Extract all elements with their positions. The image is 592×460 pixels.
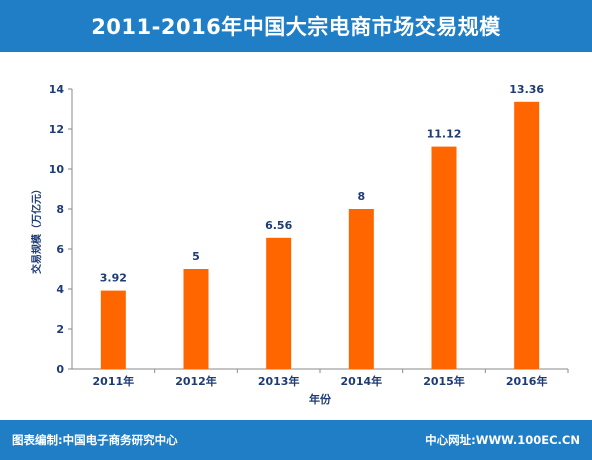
data-label: 3.92 bbox=[100, 272, 127, 285]
y-tick-label: 6 bbox=[56, 243, 64, 256]
y-tick-label: 2 bbox=[56, 323, 64, 336]
data-label: 5 bbox=[192, 250, 200, 263]
bar bbox=[183, 269, 209, 369]
bar-chart: 0 2 4 6 8 10 12 14 交易规模（万亿元） 年份 3.92 2011年 5 2012年 6.… bbox=[30, 83, 569, 406]
footer-credit: 图表编制:中国电子商务研究中心 bbox=[12, 433, 178, 447]
y-tick-label: 10 bbox=[49, 163, 65, 176]
y-tick-label: 12 bbox=[49, 123, 64, 136]
x-tick-label: 2011年 bbox=[93, 374, 135, 388]
data-label: 13.36 bbox=[509, 83, 544, 96]
x-tick-label: 2013年 bbox=[258, 374, 300, 388]
x-tick-label: 2016年 bbox=[506, 374, 548, 388]
y-tick-label: 8 bbox=[56, 203, 64, 216]
bar bbox=[431, 146, 457, 369]
chart-title: 2011-2016年中国大宗电商市场交易规模 bbox=[91, 15, 501, 39]
data-label: 6.56 bbox=[265, 219, 292, 232]
bar bbox=[266, 237, 292, 369]
bar bbox=[348, 209, 374, 369]
data-label: 11.12 bbox=[427, 128, 462, 141]
x-axis-title: 年份 bbox=[309, 392, 332, 406]
x-tick-label: 2015年 bbox=[423, 374, 465, 388]
x-tick-label: 2014年 bbox=[341, 374, 383, 388]
footer-website: 中心网址:WWW.100EC.CN bbox=[425, 433, 580, 447]
bar bbox=[100, 290, 126, 369]
y-tick-label: 0 bbox=[56, 363, 64, 376]
y-tick-label: 4 bbox=[56, 283, 64, 296]
data-label: 8 bbox=[358, 190, 366, 203]
x-tick-label: 2012年 bbox=[175, 374, 217, 388]
chart-title-bar: 2011-2016年中国大宗电商市场交易规模 bbox=[0, 0, 592, 52]
footer-bar: 图表编制:中国电子商务研究中心 中心网址:WWW.100EC.CN bbox=[0, 420, 592, 460]
y-tick-label: 14 bbox=[49, 83, 65, 96]
bar bbox=[514, 101, 540, 370]
y-axis-title: 交易规模（万亿元） bbox=[30, 184, 43, 274]
chart-area: 0 2 4 6 8 10 12 14 交易规模（万亿元） 年份 3.92 2011年 5 2012年 6.… bbox=[0, 52, 592, 420]
